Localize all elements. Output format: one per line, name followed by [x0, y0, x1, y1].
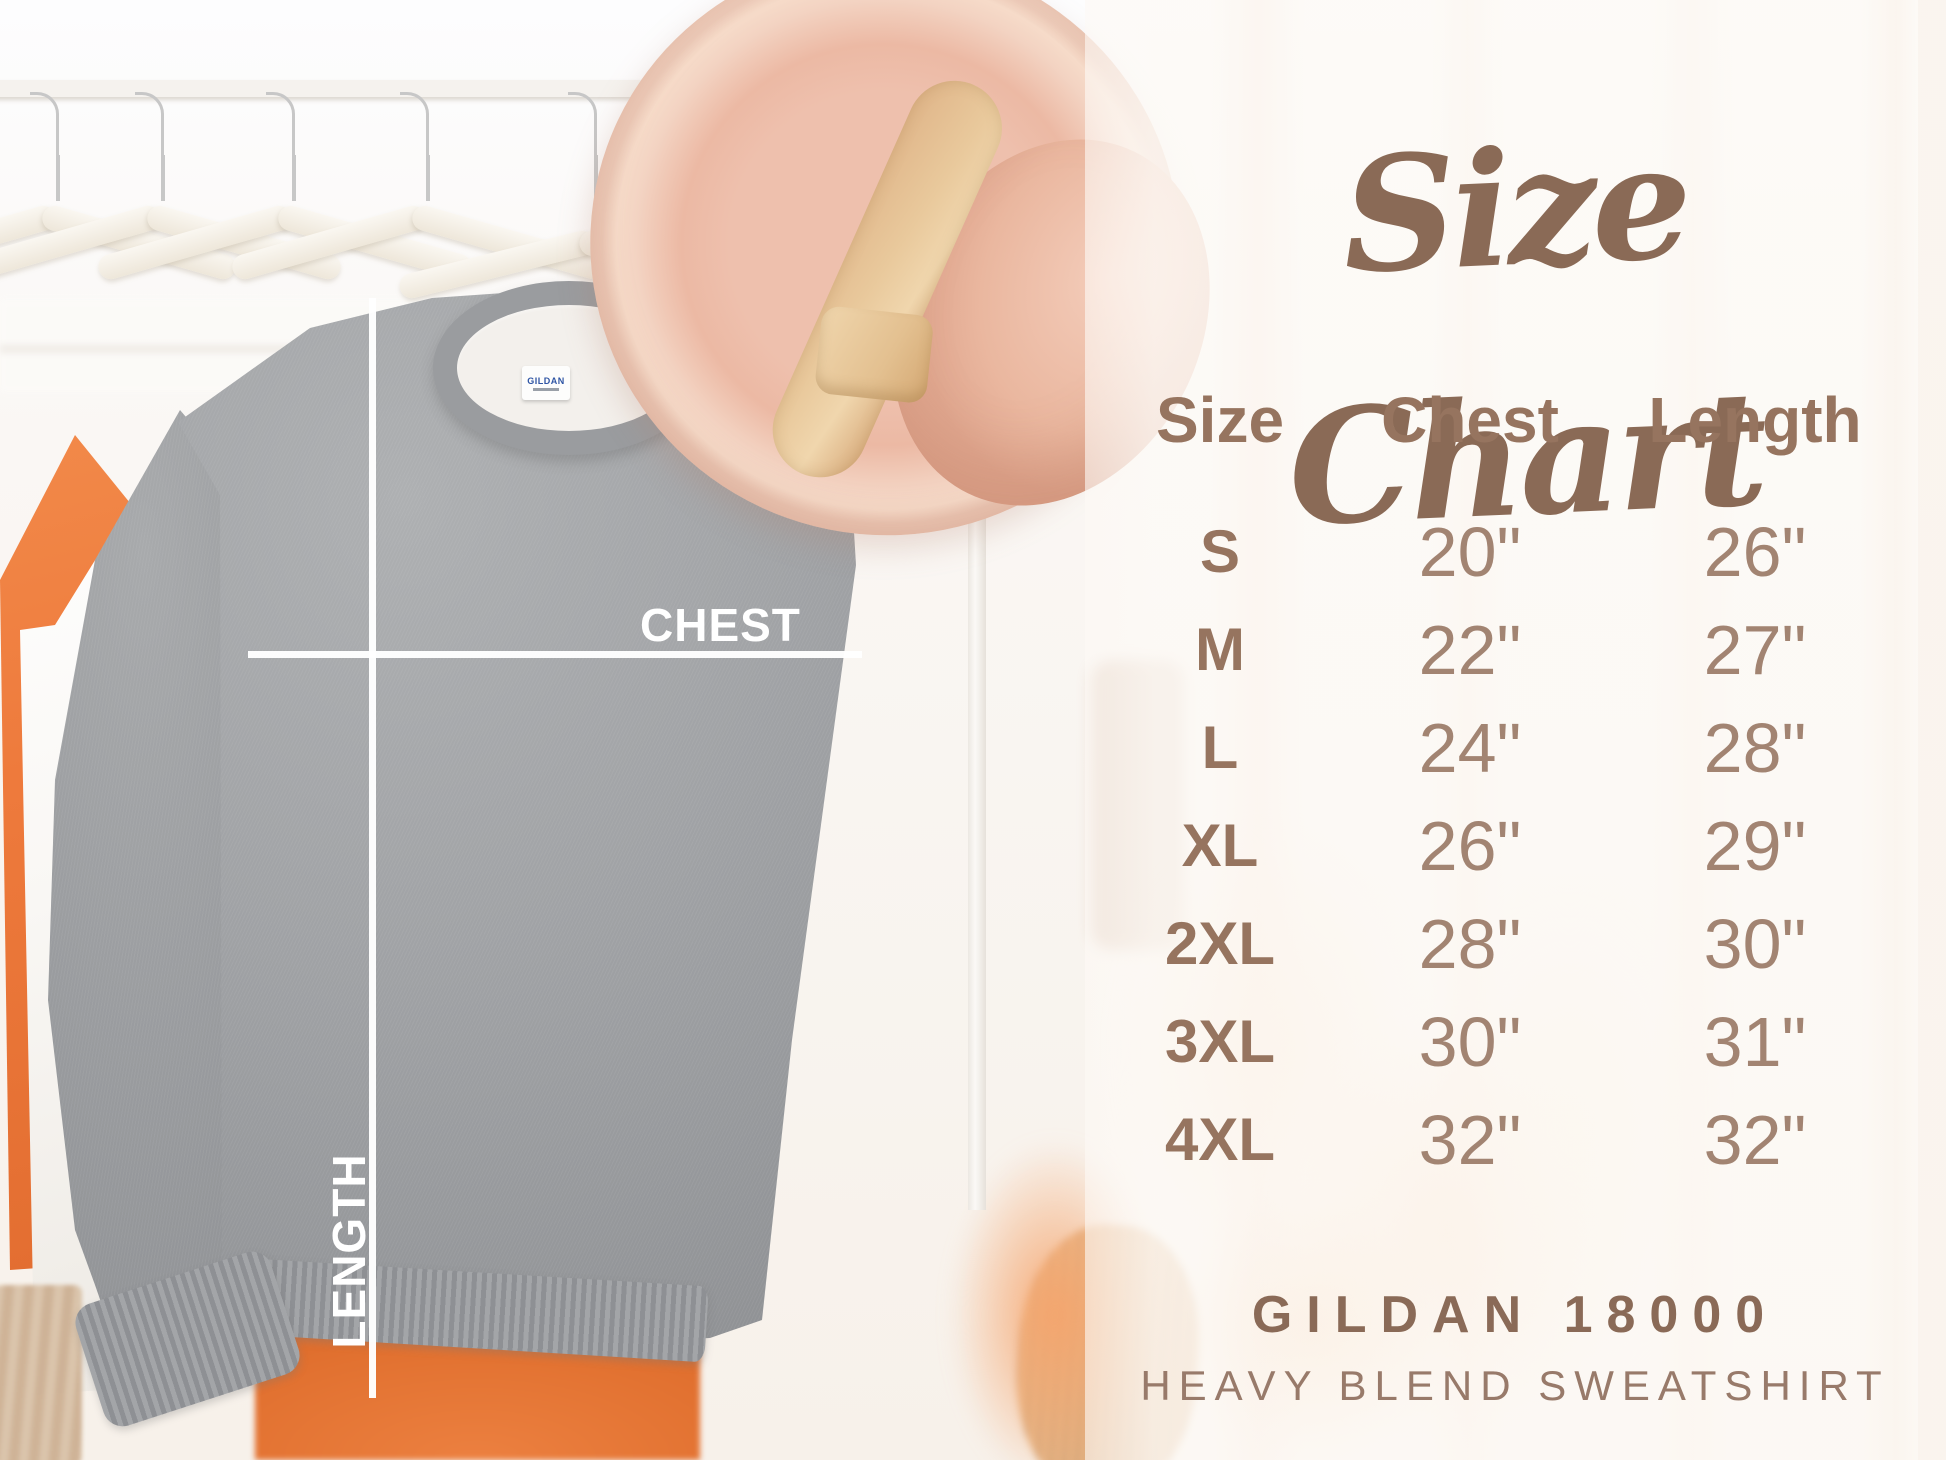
table-row: S 20" 26"	[1100, 503, 1910, 601]
cell-length: 27"	[1703, 611, 1807, 689]
cell-length: 31"	[1703, 1003, 1807, 1081]
table-row: 2XL 28" 30"	[1100, 895, 1910, 993]
cell-size: XL	[1181, 812, 1259, 879]
table-row: 4XL 32" 32"	[1100, 1091, 1910, 1189]
size-chart-panel: Size Chart Size Chest Length S 20" 26" M…	[1085, 0, 1946, 1460]
cell-size: 4XL	[1164, 1106, 1276, 1173]
table-body: S 20" 26" M 22" 27" L 24" 28" XL 26" 29"…	[1100, 503, 1910, 1189]
hanger-hook-icon	[568, 92, 598, 201]
cell-chest: 30"	[1418, 1003, 1522, 1081]
sweatshirt-body	[178, 292, 856, 1342]
product-name: HEAVY BLEND SWEATSHIRT	[1140, 1362, 1890, 1409]
column-header-size: Size	[1155, 384, 1285, 456]
cell-chest: 22"	[1418, 611, 1522, 689]
table-header-row: Size Chest Length	[1100, 385, 1910, 455]
neck-tag-brand: GILDAN	[527, 375, 565, 386]
gildan-neck-tag: GILDAN	[522, 366, 570, 400]
cell-length: 28"	[1703, 709, 1807, 787]
cell-size: 2XL	[1164, 910, 1276, 977]
cell-size: 3XL	[1164, 1008, 1276, 1075]
cell-chest: 26"	[1418, 807, 1522, 885]
cell-length: 29"	[1703, 807, 1807, 885]
cell-length: 26"	[1703, 513, 1807, 591]
cell-length: 30"	[1703, 905, 1807, 983]
length-label: LENGTH	[323, 1153, 375, 1349]
hanger-hook-icon	[30, 92, 60, 201]
hanger-hook-icon	[400, 92, 430, 201]
cell-chest: 32"	[1418, 1101, 1522, 1179]
page-title: Size Chart	[1284, 109, 1767, 563]
woven-basket	[0, 1285, 82, 1460]
hanger-hook-icon	[135, 92, 165, 201]
column-header-length: Length	[1648, 384, 1862, 456]
hanger-hook-icon	[266, 92, 296, 201]
cell-chest: 20"	[1418, 513, 1522, 591]
table-row: XL 26" 29"	[1100, 797, 1910, 895]
chest-label: CHEST	[640, 599, 801, 651]
chest-measure-line	[248, 651, 862, 658]
length-measure-line	[369, 298, 376, 1398]
cell-size: L	[1201, 714, 1239, 781]
table-row: 3XL 30" 31"	[1100, 993, 1910, 1091]
table-row: L 24" 28"	[1100, 699, 1910, 797]
table-row: M 22" 27"	[1100, 601, 1910, 699]
cell-size: M	[1195, 616, 1245, 683]
cell-size: S	[1199, 518, 1241, 585]
cell-chest: 24"	[1418, 709, 1522, 787]
cell-length: 32"	[1703, 1101, 1807, 1179]
neck-tag-line	[533, 387, 559, 391]
cell-chest: 28"	[1418, 905, 1522, 983]
column-header-chest: Chest	[1381, 384, 1559, 456]
hat-ribbon-bow	[813, 305, 935, 405]
product-code: GILDAN 18000	[1251, 1286, 1779, 1344]
translucent-panel	[1085, 0, 1946, 1460]
